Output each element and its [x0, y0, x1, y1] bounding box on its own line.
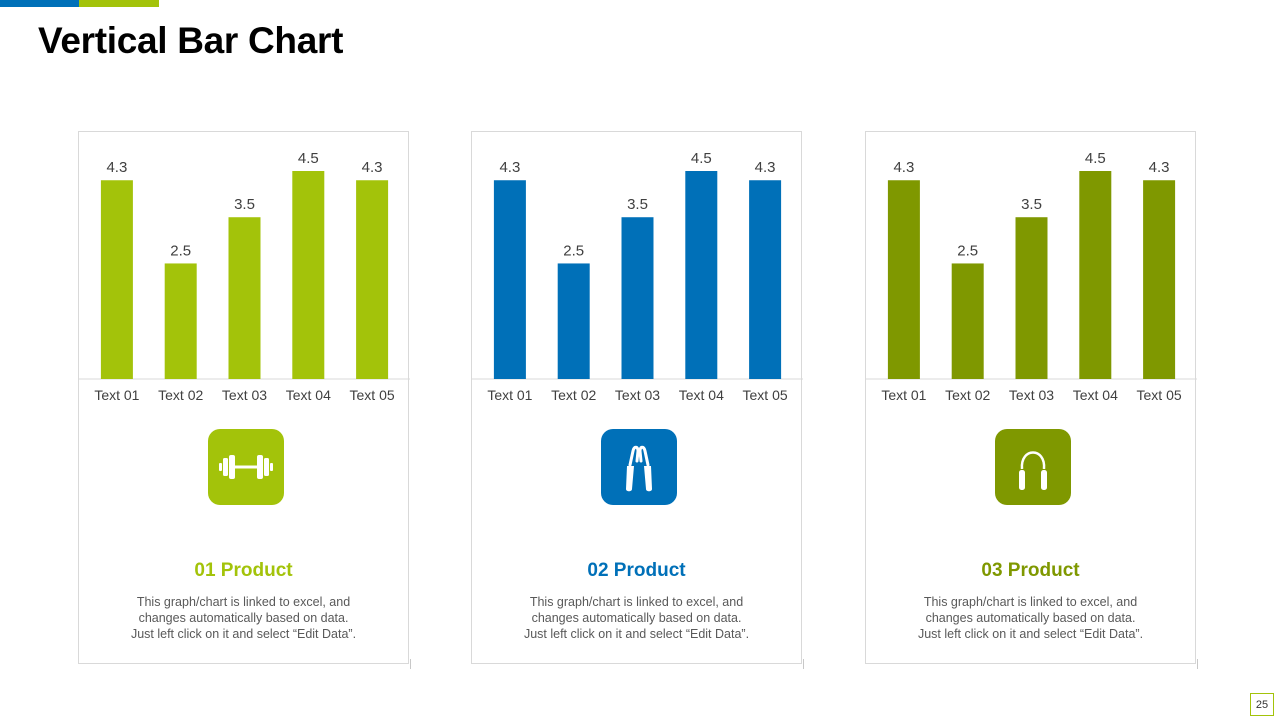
- card-corner-tick: [1197, 659, 1198, 669]
- description-line: changes automatically based on data.: [531, 611, 742, 625]
- top-accent-blue: [0, 0, 79, 7]
- bar-5[interactable]: [356, 180, 389, 379]
- hand-grip-icon: [626, 445, 652, 492]
- bar-1[interactable]: [100, 180, 133, 379]
- data-label: 2.5: [563, 242, 584, 259]
- product-card-1: 4.3 Text 01 2.5 Text 02 3.5 Text 03 4.5 Text 04…: [78, 131, 411, 669]
- data-label: 4.3: [106, 159, 127, 176]
- dumbbell-icon: [219, 455, 273, 479]
- bar-2[interactable]: [951, 263, 984, 379]
- bar-2[interactable]: [164, 263, 197, 379]
- description-line: This graph/chart is linked to excel, and: [136, 595, 351, 609]
- x-tick-label: Text 03: [222, 387, 267, 403]
- x-tick-label: Text 01: [94, 387, 139, 403]
- product-title-2: 02 Product: [587, 560, 686, 581]
- x-tick-label: Text 01: [487, 387, 532, 403]
- x-tick-label: Text 02: [945, 387, 990, 403]
- bar-1[interactable]: [887, 180, 920, 379]
- data-label: 4.3: [362, 159, 383, 176]
- description-line: changes automatically based on data.: [925, 611, 1136, 625]
- card-corner-tick: [803, 659, 804, 669]
- bar-4[interactable]: [685, 171, 718, 379]
- description-line: This graph/chart is linked to excel, and: [529, 595, 744, 609]
- jump-rope-icon: [1019, 451, 1047, 490]
- product-description-3: This graph/chart is linked to excel, and…: [896, 594, 1165, 642]
- data-label: 4.5: [1085, 150, 1106, 167]
- data-label: 3.5: [1021, 196, 1042, 213]
- product-icon-tile-2: [601, 429, 677, 505]
- data-label: 4.3: [755, 159, 776, 176]
- x-tick-label: Text 03: [1009, 387, 1054, 403]
- data-label: 4.5: [691, 150, 712, 167]
- x-tick-label: Text 04: [679, 387, 724, 403]
- product-card-2: 4.3 Text 01 2.5 Text 02 3.5 Text 03 4.5 Text 04…: [471, 131, 804, 669]
- data-label: 3.5: [234, 196, 255, 213]
- data-label: 4.3: [499, 159, 520, 176]
- bar-chart-3[interactable]: 4.3 Text 01 2.5 Text 02 3.5 Text 03 4.5 Text 04…: [866, 132, 1197, 422]
- x-tick-label: Text 04: [1073, 387, 1118, 403]
- bar-5[interactable]: [1143, 180, 1176, 379]
- card-corner-tick: [410, 659, 411, 669]
- product-card-3: 4.3 Text 01 2.5 Text 02 3.5 Text 03 4.5 Text 04…: [865, 131, 1198, 669]
- bar-2[interactable]: [557, 263, 590, 379]
- x-tick-label: Text 05: [743, 387, 788, 403]
- slide-title: Vertical Bar Chart: [38, 20, 344, 61]
- data-label: 4.5: [298, 150, 319, 167]
- x-tick-label: Text 05: [350, 387, 395, 403]
- page-number: 25: [1250, 693, 1274, 716]
- product-description-2: This graph/chart is linked to excel, and…: [502, 594, 771, 642]
- x-tick-label: Text 05: [1137, 387, 1182, 403]
- description-line: Just left click on it and select “Edit D…: [130, 627, 357, 641]
- data-label: 4.3: [893, 159, 914, 176]
- product-icon-tile-3: [995, 429, 1071, 505]
- bar-3[interactable]: [228, 217, 261, 379]
- product-title-1: 01 Product: [194, 560, 293, 581]
- top-accent-green: [79, 0, 159, 7]
- x-tick-label: Text 02: [158, 387, 203, 403]
- bar-1[interactable]: [493, 180, 526, 379]
- x-tick-label: Text 03: [615, 387, 660, 403]
- data-label: 2.5: [957, 242, 978, 259]
- product-description-1: This graph/chart is linked to excel, and…: [109, 594, 378, 642]
- x-tick-label: Text 02: [551, 387, 596, 403]
- description-line: Just left click on it and select “Edit D…: [523, 627, 750, 641]
- x-tick-label: Text 04: [286, 387, 331, 403]
- product-icon-tile-1: [208, 429, 284, 505]
- data-label: 2.5: [170, 242, 191, 259]
- x-tick-label: Text 01: [881, 387, 926, 403]
- bar-4[interactable]: [292, 171, 325, 379]
- bar-chart-1[interactable]: 4.3 Text 01 2.5 Text 02 3.5 Text 03 4.5 Text 04…: [79, 132, 410, 422]
- description-line: Just left click on it and select “Edit D…: [917, 627, 1144, 641]
- description-line: changes automatically based on data.: [138, 611, 349, 625]
- bar-5[interactable]: [749, 180, 782, 379]
- bar-3[interactable]: [621, 217, 654, 379]
- bar-chart-2[interactable]: 4.3 Text 01 2.5 Text 02 3.5 Text 03 4.5 Text 04…: [472, 132, 803, 422]
- product-title-3: 03 Product: [981, 560, 1080, 581]
- bar-4[interactable]: [1079, 171, 1112, 379]
- data-label: 3.5: [627, 196, 648, 213]
- data-label: 4.3: [1149, 159, 1170, 176]
- description-line: This graph/chart is linked to excel, and: [923, 595, 1138, 609]
- bar-3[interactable]: [1015, 217, 1048, 379]
